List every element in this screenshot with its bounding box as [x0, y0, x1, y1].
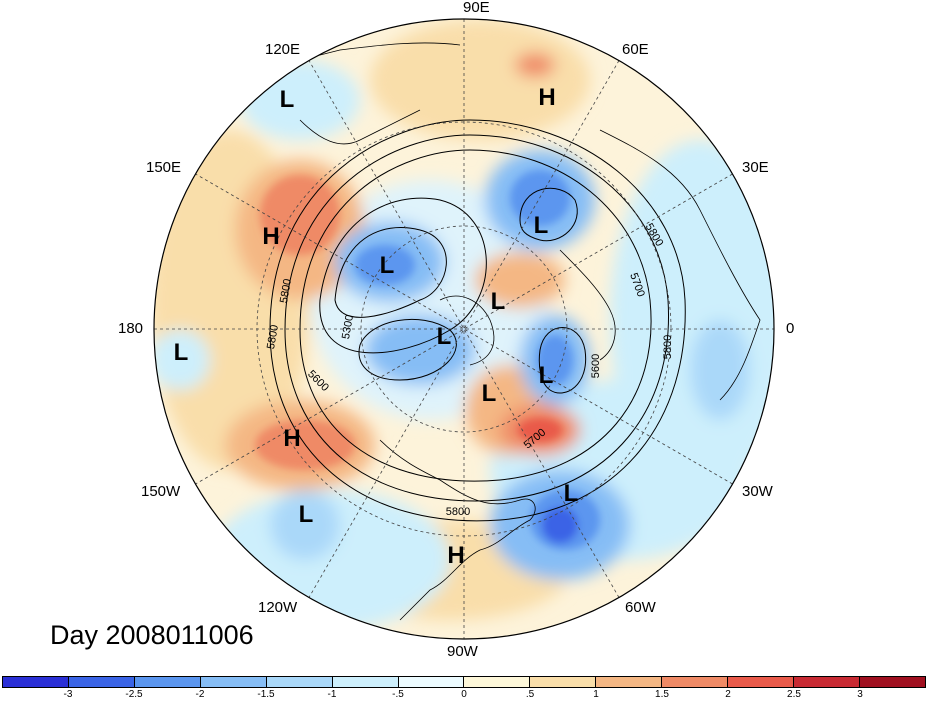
low-pressure-marker: L: [379, 252, 395, 279]
low-pressure-marker: L: [298, 501, 314, 528]
high-pressure-marker: H: [538, 84, 556, 111]
colorbar-cell: [596, 677, 663, 687]
longitude-label: 0: [786, 320, 795, 337]
colorbar-cell: [3, 677, 69, 687]
colorbar-cell: [530, 677, 597, 687]
high-pressure-marker: H: [447, 542, 465, 569]
colorbar-tick-label: 1.5: [655, 689, 669, 700]
colorbar-cell: [662, 677, 729, 687]
contour-label: 5800: [662, 334, 674, 360]
longitude-label: 60W: [625, 599, 656, 616]
colorbar-cell: [332, 677, 399, 687]
colorbar-cell: [200, 677, 267, 687]
map-boundary: [153, 18, 775, 640]
low-pressure-marker: L: [533, 212, 549, 239]
high-pressure-marker: H: [283, 425, 301, 452]
colorbar-tick-label: -2.5: [125, 689, 143, 700]
low-pressure-marker: L: [538, 362, 554, 389]
longitude-label: 150W: [141, 483, 181, 500]
colorbar-cell: [859, 677, 925, 687]
colorbar-cell: [398, 677, 465, 687]
colorbar-cell: [134, 677, 201, 687]
colorbar-tick-label: 2.5: [787, 689, 801, 700]
colorbar-tick-label: 3: [857, 689, 863, 700]
colorbar-tick-label: -1: [327, 689, 337, 700]
contour-label: 5800: [445, 506, 471, 518]
colorbar-tick-label: 0: [461, 689, 467, 700]
graticule: [154, 19, 774, 639]
longitude-label: 180: [118, 320, 144, 337]
colorbar-tick-label: 1: [593, 689, 599, 700]
longitude-label: 90W: [447, 643, 478, 660]
colorbar-cell: [794, 677, 860, 687]
low-pressure-marker: L: [173, 339, 189, 366]
geopotential-contours: [269, 119, 686, 522]
longitude-label: 150E: [146, 159, 182, 176]
longitude-label: 30E: [742, 159, 769, 176]
colorbar-cell: [728, 677, 795, 687]
high-pressure-marker: H: [262, 223, 280, 250]
colorbar-tick-label: -1.5: [257, 689, 275, 700]
day-title: Day 2008011006: [50, 620, 254, 650]
contour-label: 5600: [590, 353, 602, 379]
colorbar-cell: [266, 677, 333, 687]
longitude-label: 120W: [258, 599, 298, 616]
colorbar-tick-label: -3: [63, 689, 73, 700]
low-pressure-marker: L: [436, 323, 452, 350]
longitude-label: 90E: [463, 0, 490, 16]
colorbar: [2, 676, 926, 688]
longitude-label: 120E: [265, 41, 301, 58]
colorbar-tick-label: -2: [195, 689, 205, 700]
low-pressure-marker: L: [490, 288, 506, 315]
colorbar-cell: [464, 677, 531, 687]
low-pressure-marker: L: [481, 380, 497, 407]
colorbar-tick-label: -.5: [392, 689, 404, 700]
colorbar-tick-label: 2: [725, 689, 731, 700]
colorbar-tick-label: .5: [525, 689, 535, 700]
longitude-label: 60E: [622, 41, 649, 58]
colorbar-cell: [68, 677, 135, 687]
low-pressure-marker: L: [563, 480, 579, 507]
low-pressure-marker: L: [279, 86, 295, 113]
longitude-label: 30W: [742, 483, 773, 500]
